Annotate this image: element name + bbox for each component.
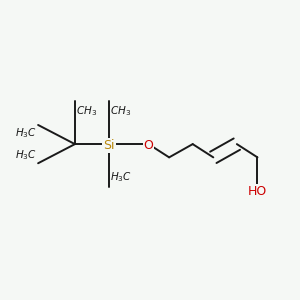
Text: HO: HO [248, 185, 267, 198]
Text: $H_3C$: $H_3C$ [15, 148, 37, 162]
Text: $H_3C$: $H_3C$ [15, 126, 37, 140]
Text: $CH_3$: $CH_3$ [76, 104, 98, 118]
Text: $H_3C$: $H_3C$ [110, 170, 132, 184]
Text: $CH_3$: $CH_3$ [110, 104, 131, 118]
Text: O: O [144, 139, 154, 152]
Text: Si: Si [103, 139, 115, 152]
